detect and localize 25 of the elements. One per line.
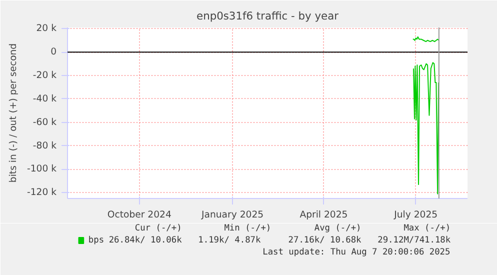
text: Last update: Thu Aug 7 20:00:06 2025 (262, 248, 450, 258)
y-tick-label: -80 k (32, 140, 58, 152)
y-tick-label: -20 k (32, 70, 58, 82)
text: Min (-/+) (224, 224, 272, 234)
line-series (412, 62, 440, 194)
y-tick-label: 20 k (36, 23, 58, 34)
text: 27.16k/ 10.68k (288, 236, 362, 246)
y-tick-label: -100 k (26, 164, 58, 175)
x-tick-label: October 2024 (107, 210, 172, 220)
text: Avg (-/+) (314, 224, 362, 234)
y-tick-label: -120 k (26, 187, 58, 198)
text: Cur (-/+) (134, 224, 182, 234)
text: 26.84k/ 10.06k (108, 236, 183, 246)
legend-label: bps (88, 236, 104, 246)
chart-title: enp0s31f6 traffic - by year (196, 10, 340, 22)
y-tick-label: -60 k (32, 116, 58, 128)
x-tick-label: July 2025 (393, 210, 438, 220)
text: 29.12M/741.18k (378, 236, 452, 246)
text: 1.19k/ 4.87k (198, 236, 262, 246)
y-tick-label: 0 (50, 46, 57, 58)
x-tick-label: January 2025 (200, 210, 264, 220)
text: Max (-/+) (404, 224, 451, 234)
y-tick-label: -40 k (32, 93, 58, 104)
x-tick-label: April 2025 (300, 210, 348, 220)
y-axis-title: bits in (-) / out (+) per second (8, 43, 19, 183)
